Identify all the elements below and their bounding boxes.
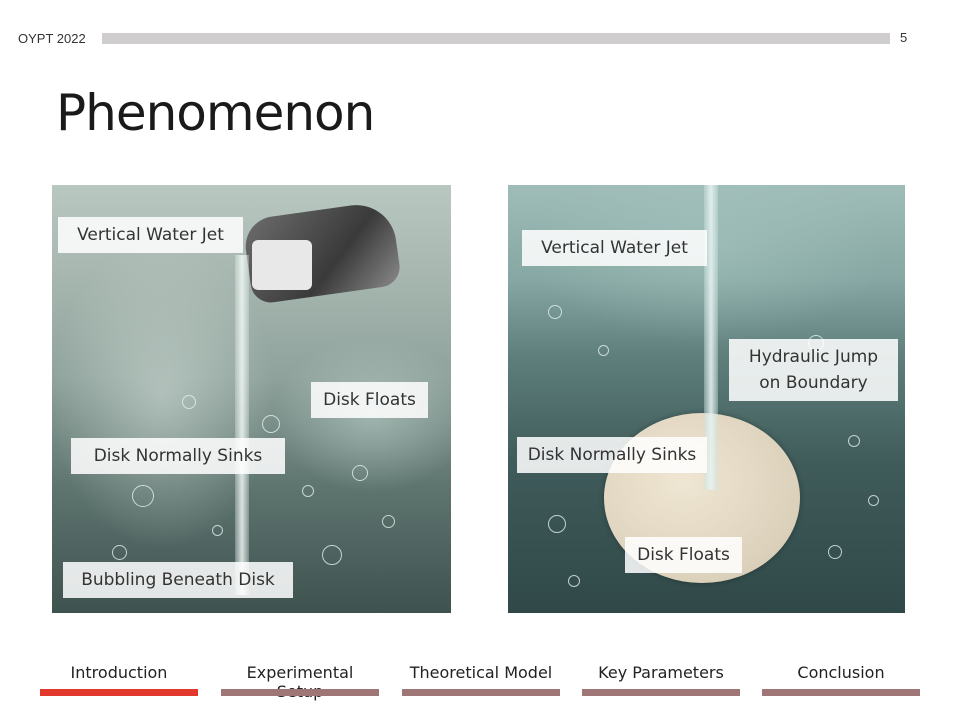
label-disk-normally-sinks: Disk Normally Sinks <box>71 438 285 474</box>
page-number: 5 <box>900 30 908 45</box>
nav-bar-theoretical-model[interactable] <box>402 689 560 696</box>
left-photo: Vertical Water Jet Disk Floats Disk Norm… <box>52 185 451 613</box>
nav-theoretical-model[interactable]: Theoretical Model <box>409 663 553 682</box>
label-vertical-water-jet: Vertical Water Jet <box>522 230 707 266</box>
label-disk-floats: Disk Floats <box>311 382 428 418</box>
conference-name: OYPT 2022 <box>18 31 86 46</box>
label-disk-normally-sinks: Disk Normally Sinks <box>517 437 707 473</box>
water-jet-stream <box>704 185 718 490</box>
nozzle-body <box>252 240 312 290</box>
nav-bar-introduction[interactable] <box>40 689 198 696</box>
label-disk-floats: Disk Floats <box>625 537 742 573</box>
label-vertical-water-jet: Vertical Water Jet <box>58 217 243 253</box>
header-progress-bar <box>102 33 890 44</box>
label-bubbling-beneath-disk: Bubbling Beneath Disk <box>63 562 293 598</box>
nav-introduction[interactable]: Introduction <box>70 663 168 682</box>
slide-title: Phenomenon <box>56 84 375 142</box>
water-jet-stream <box>235 255 249 595</box>
label-hydraulic-jump-line1: Hydraulic Jump <box>748 347 879 367</box>
nav-key-parameters[interactable]: Key Parameters <box>598 663 724 682</box>
nav-conclusion[interactable]: Conclusion <box>797 663 885 682</box>
nav-bar-experimental-setup[interactable] <box>221 689 379 696</box>
right-photo: Vertical Water Jet Hydraulic Jump on Bou… <box>508 185 905 613</box>
label-hydraulic-jump-line2: on Boundary <box>759 373 868 393</box>
label-hydraulic-jump: Hydraulic Jump on Boundary <box>729 339 898 401</box>
nav-bar-conclusion[interactable] <box>762 689 920 696</box>
nav-bar-key-parameters[interactable] <box>582 689 740 696</box>
